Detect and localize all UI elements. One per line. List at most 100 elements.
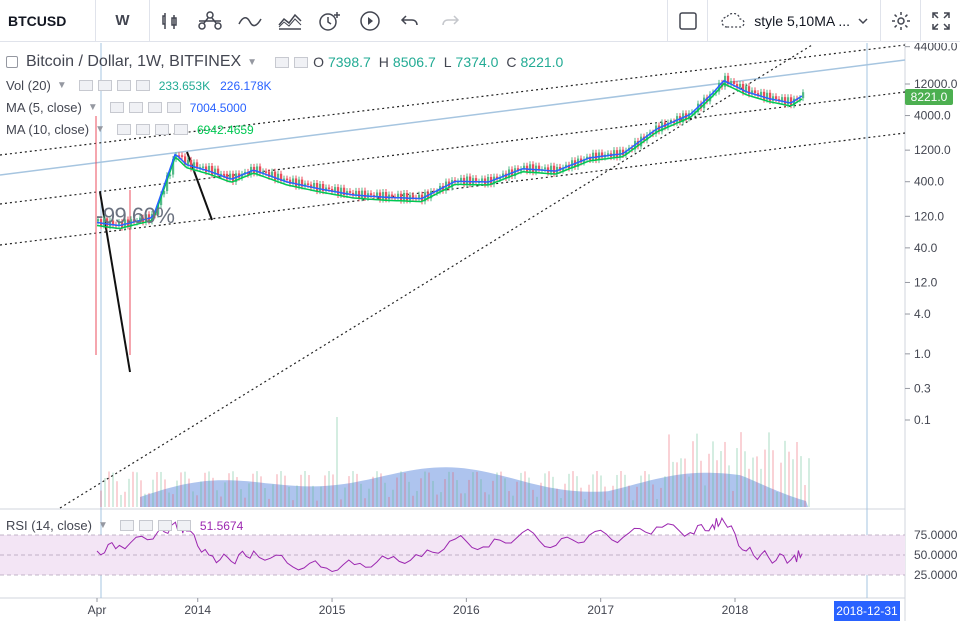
volume-bar: [656, 499, 658, 507]
volume-bar: [384, 482, 386, 507]
volume-bar: [692, 441, 694, 507]
more-icon[interactable]: [176, 520, 191, 531]
settings-icon[interactable]: [128, 102, 143, 113]
volume-bar: [596, 471, 598, 507]
volume-bar: [424, 471, 426, 507]
volume-bar: [780, 462, 782, 507]
candle-body: [265, 171, 268, 173]
close-icon[interactable]: [116, 80, 131, 91]
volume-bar: [164, 479, 166, 507]
candle-body: [172, 159, 175, 175]
candle-body: [781, 97, 784, 101]
rsi-label: RSI (14, close): [6, 518, 92, 533]
volume-bar: [624, 474, 626, 507]
volume-bar: [548, 471, 550, 507]
volume-bar: [652, 484, 654, 507]
volume-bar: [408, 481, 410, 507]
chevron-down-icon[interactable]: ▼: [56, 80, 67, 91]
volume-bar: [600, 475, 602, 507]
candle-body: [205, 166, 208, 172]
volume-bar: [184, 471, 186, 507]
line-chart-icon[interactable]: [230, 0, 270, 42]
volume-bar: [432, 480, 434, 507]
ma10-line: [96, 82, 803, 230]
candle-body: [175, 155, 178, 160]
collapse-icon[interactable]: [6, 56, 18, 68]
redo-icon[interactable]: [430, 0, 470, 42]
chevron-down-icon: [858, 17, 868, 25]
volume-bar: [620, 471, 622, 507]
volume-bar: [144, 493, 146, 507]
settings-icon[interactable]: [880, 0, 920, 42]
candle-body: [241, 173, 244, 178]
alert-icon[interactable]: [310, 0, 350, 42]
settings-icon[interactable]: [136, 124, 150, 135]
candle-body: [475, 178, 478, 182]
volume-bar: [256, 471, 258, 507]
chevron-down-icon[interactable]: ▼: [97, 520, 108, 531]
chevron-down-icon[interactable]: ▼: [95, 124, 105, 135]
volume-bar: [108, 471, 110, 507]
more-icon[interactable]: [174, 124, 188, 135]
volume-bar: [496, 472, 498, 507]
volume-bar: [640, 475, 642, 507]
volume-bar: [196, 495, 198, 507]
compare-icon[interactable]: [190, 0, 230, 42]
candle-body: [358, 190, 361, 199]
trend-line: [0, 44, 906, 156]
volume-legend: Vol (20) ▼ 233.653K 226.178K: [6, 78, 272, 93]
replay-icon[interactable]: [350, 0, 390, 42]
volume-bar: [552, 476, 554, 507]
more-icon[interactable]: [135, 80, 150, 91]
volume-bar: [688, 476, 690, 507]
indicators-icon[interactable]: [270, 0, 310, 42]
candle-body: [550, 165, 553, 173]
fullscreen-toggle-icon[interactable]: [667, 0, 707, 42]
expand-icon[interactable]: [920, 0, 960, 42]
close-icon[interactable]: [157, 520, 172, 531]
volume-bar: [504, 478, 506, 507]
candle-body: [625, 150, 628, 156]
candle-body: [316, 183, 319, 192]
volume-bar: [284, 475, 286, 507]
candle-body: [754, 90, 757, 94]
candle-body: [163, 191, 166, 195]
settings-icon[interactable]: [294, 56, 309, 68]
cloud-icon: [720, 12, 746, 29]
chart-area[interactable]: 75.0000 50.0000 25.0000 44000.0 12000.0 4000…: [0, 43, 960, 621]
volume-bar: [736, 448, 738, 507]
eye-icon[interactable]: [275, 56, 290, 68]
more-icon[interactable]: [166, 102, 181, 113]
volume-bar: [468, 479, 470, 507]
candle-body: [268, 172, 271, 177]
volume-value: 233.653K: [158, 78, 211, 93]
volume-bar: [380, 473, 382, 507]
close-icon[interactable]: [147, 102, 162, 113]
chart-layout-button[interactable]: style 5,10MA ...: [707, 0, 880, 42]
settings-icon[interactable]: [138, 520, 153, 531]
chevron-down-icon[interactable]: ▼: [87, 102, 98, 113]
main-legend: Bitcoin / Dollar, 1W, BITFINEX ▼ O 7398.…: [6, 53, 563, 71]
interval-button[interactable]: W: [96, 0, 150, 42]
candle-body: [217, 168, 220, 176]
volume-bar: [716, 460, 718, 507]
rsi-legend: RSI (14, close) ▼ 51.5674: [6, 518, 243, 533]
price-chart[interactable]: 75.0000 50.0000 25.0000 44000.0 12000.0 4000…: [0, 43, 960, 621]
candle-body: [481, 178, 484, 182]
chevron-down-icon[interactable]: ▼: [247, 56, 258, 68]
symbol-search-button[interactable]: BTCUSD: [0, 0, 96, 42]
volume-bar: [360, 483, 362, 507]
eye-icon[interactable]: [78, 80, 93, 91]
eye-icon[interactable]: [117, 124, 131, 135]
eye-icon[interactable]: [109, 102, 124, 113]
settings-icon[interactable]: [97, 80, 112, 91]
candle-body: [220, 173, 223, 176]
ma10-value: 6942.4659: [197, 122, 254, 137]
bar-chart-icon[interactable]: [150, 0, 190, 42]
candle-body: [385, 192, 388, 200]
undo-icon[interactable]: [390, 0, 430, 42]
close-icon[interactable]: [155, 124, 169, 135]
candle-body: [283, 178, 286, 181]
candle-body: [271, 171, 274, 177]
eye-icon[interactable]: [119, 520, 134, 531]
